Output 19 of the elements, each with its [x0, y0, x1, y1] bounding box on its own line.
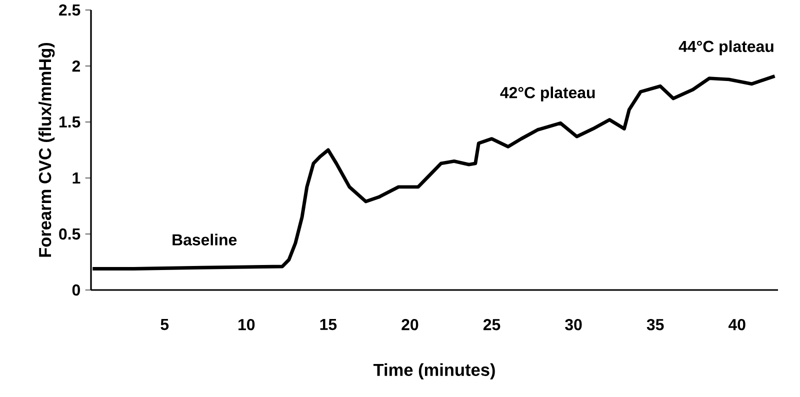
y-tick-label: 2 [72, 60, 80, 72]
y-tick-label: 1.5 [59, 116, 80, 128]
x-tick-label: 35 [646, 318, 664, 330]
annotation: 44°C plateau [678, 40, 774, 56]
y-tick-label: 2.5 [59, 4, 80, 16]
y-tick-label: 1 [72, 172, 80, 184]
x-tick-label: 30 [565, 318, 582, 330]
x-axis-title: Time (minutes) [373, 363, 495, 380]
x-tick-label: 25 [483, 318, 500, 330]
y-tick-label: 0 [72, 284, 80, 296]
y-axis-title: Forearm CVC (flux/mmHg) [38, 42, 55, 257]
annotation: Baseline [172, 234, 237, 246]
x-tick-label: 20 [402, 318, 418, 330]
annotation: 42°C plateau [500, 86, 595, 102]
y-tick-label: 0.5 [59, 228, 80, 240]
x-tick-label: 40 [728, 318, 746, 330]
x-tick-label: 15 [320, 318, 337, 330]
x-tick-label: 5 [160, 318, 169, 330]
x-tick-label: 10 [238, 318, 255, 330]
